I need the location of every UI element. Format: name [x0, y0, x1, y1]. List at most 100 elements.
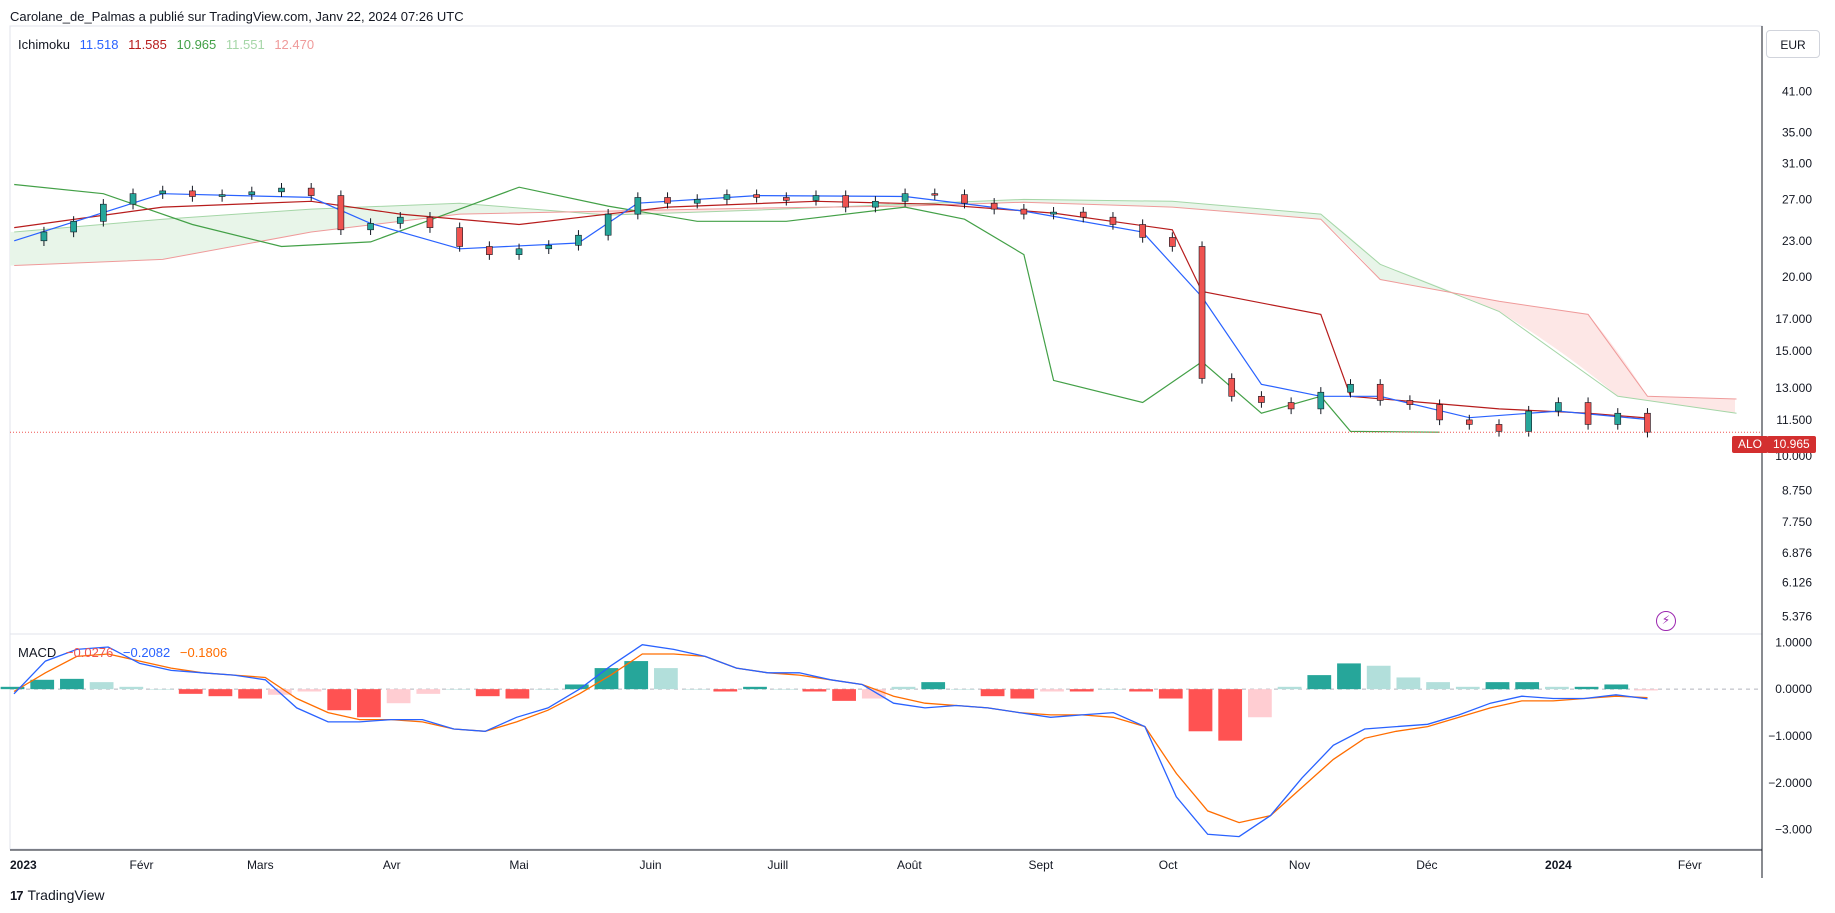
- cloud-segment: [214, 215, 217, 250]
- cloud-segment: [208, 215, 211, 251]
- currency-button[interactable]: EUR: [1766, 30, 1820, 58]
- cloud-segment: [232, 214, 235, 247]
- price-axis[interactable]: 48.5041.0035.0031.0027.0023.0020.0017.00…: [1775, 41, 1812, 623]
- macd-histogram-bar: [1574, 686, 1599, 690]
- cloud-segment: [295, 209, 298, 235]
- cloud-segment: [421, 204, 424, 219]
- cloud-segment: [1492, 299, 1495, 310]
- cloud-segment: [478, 204, 481, 214]
- tradingview-logo-icon: 17: [10, 887, 24, 903]
- cloud-segment: [154, 219, 157, 260]
- cloud-segment: [1687, 397, 1690, 407]
- cloud-segment: [697, 209, 700, 213]
- cloud-segment: [1606, 336, 1609, 389]
- price-tick-label: 11.500: [1776, 413, 1812, 427]
- candle: [1347, 383, 1354, 393]
- candle: [248, 191, 256, 195]
- cloud-segment: [1123, 200, 1126, 206]
- macd-histogram-bar: [564, 684, 589, 690]
- cloud-segment: [1672, 397, 1675, 405]
- cloud-segment: [1651, 396, 1654, 402]
- cloud-segment: [322, 208, 325, 231]
- macd-histogram-bar: [1188, 689, 1213, 732]
- cloud-segment: [115, 223, 118, 262]
- cloud-segment: [1072, 199, 1075, 204]
- cloud-segment: [1642, 387, 1645, 401]
- cloud-segment: [1531, 305, 1534, 334]
- cloud-segment: [121, 222, 124, 262]
- cloud-segment: [160, 219, 163, 260]
- cloud-segment: [1543, 307, 1546, 342]
- macd-histogram-bar: [1455, 686, 1480, 690]
- time-tick-label: Avr: [383, 858, 401, 872]
- cloud-segment: [379, 206, 382, 224]
- cloud-segment: [1663, 396, 1666, 404]
- cloud-segment: [406, 205, 409, 221]
- cloud-segment: [235, 214, 238, 246]
- candle: [575, 234, 582, 246]
- time-tick-label: Mars: [247, 858, 274, 872]
- candle: [278, 187, 285, 193]
- macd-histogram-bar: [60, 678, 84, 690]
- candle: [456, 227, 463, 247]
- cloud-segment: [1390, 267, 1393, 282]
- cloud-segment: [733, 208, 736, 211]
- cloud-segment: [103, 224, 106, 262]
- cloud-segment: [1213, 204, 1216, 211]
- cloud-segment: [1126, 200, 1129, 206]
- cloud-segment: [1504, 301, 1507, 317]
- macd-indicator: [0, 644, 1762, 838]
- cloud-segment: [1186, 202, 1189, 209]
- cloud-segment: [1093, 200, 1096, 205]
- cloud-segment: [1111, 200, 1114, 206]
- cloud-segment: [16, 231, 19, 266]
- cloud-segment: [193, 216, 196, 254]
- cloud-segment: [1609, 340, 1612, 392]
- macd-legend[interactable]: MACD −0.0276 −0.2082 −0.1806: [18, 645, 233, 660]
- cloud-segment: [1627, 365, 1630, 398]
- macd-histogram-bar: [0, 686, 25, 690]
- cloud-segment: [1708, 398, 1711, 410]
- candle: [990, 202, 998, 210]
- macd-axis[interactable]: 1.0000 0.0000 −1.0000 −2.0000 −3.000: [1768, 635, 1812, 836]
- cloud-segment: [1657, 396, 1660, 403]
- candle: [1436, 404, 1443, 421]
- cloud-segment: [418, 204, 421, 220]
- macd-histogram-bar: [772, 689, 797, 690]
- legend-signal: −0.1806: [179, 645, 228, 660]
- candle: [307, 187, 315, 196]
- cloud-segment: [1021, 199, 1024, 203]
- cloud-segment: [1624, 360, 1627, 398]
- cloud-segment: [331, 208, 334, 230]
- price-tick-label: 7.750: [1782, 515, 1812, 529]
- cloud-segment: [34, 229, 37, 265]
- price-tick-label: 5.376: [1782, 609, 1812, 623]
- cloud-segment: [1270, 209, 1273, 216]
- cloud-segment: [475, 204, 478, 214]
- flash-icon[interactable]: ⚡: [1656, 611, 1676, 631]
- candle: [1050, 211, 1057, 215]
- cloud-segment: [1030, 199, 1033, 203]
- macd-tick-label: −2.0000: [1768, 776, 1812, 790]
- ichimoku-legend[interactable]: Ichimoku 11.518 11.585 10.965 11.551 12.…: [18, 37, 320, 52]
- time-axis[interactable]: 2023 Févr Mars Avr Mai Juin Juill Août Sept Oct No…: [10, 858, 1702, 872]
- cloud-segment: [64, 227, 67, 264]
- cloud-segment: [409, 205, 412, 221]
- macd-histogram-bar: [654, 668, 678, 690]
- macd-histogram-bar: [1248, 689, 1272, 718]
- cloud-segment: [277, 211, 280, 239]
- cloud-segment: [403, 205, 406, 221]
- cloud-segment: [1162, 201, 1165, 207]
- cloud-segment: [1087, 200, 1090, 205]
- cloud-segment: [373, 206, 376, 225]
- cloud-segment: [970, 201, 973, 205]
- cloud-segment: [1261, 208, 1264, 215]
- cloud-segment: [334, 208, 337, 230]
- cloud-segment: [520, 207, 523, 213]
- price-tick-label: 35.00: [1782, 125, 1812, 139]
- cloud-segment: [166, 218, 169, 259]
- cloud-segment: [139, 220, 142, 261]
- cloud-segment: [1537, 306, 1540, 338]
- macd-histogram-bar: [1485, 682, 1510, 690]
